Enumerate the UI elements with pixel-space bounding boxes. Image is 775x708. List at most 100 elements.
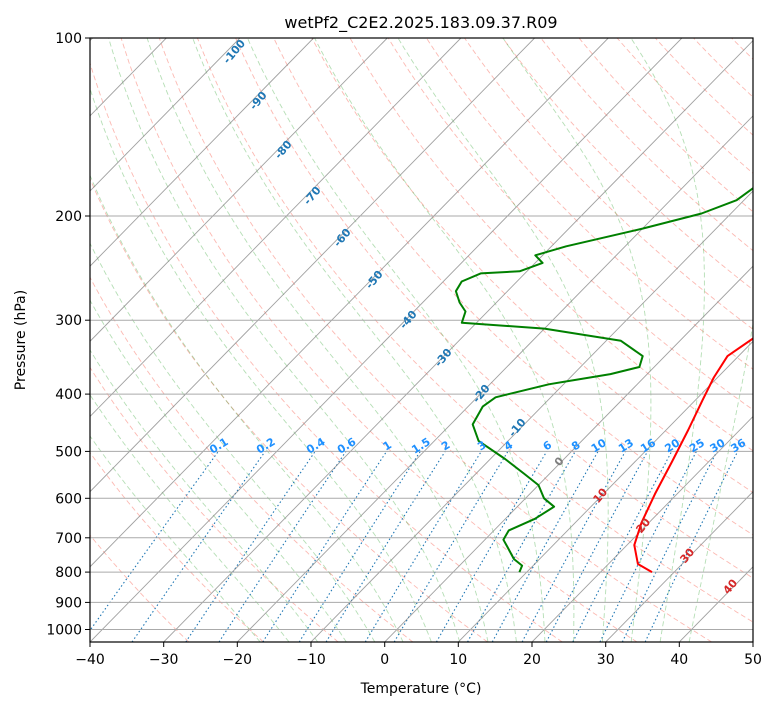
mixing-ratio-label: 13	[616, 436, 636, 455]
dry-adiabat-line	[502, 38, 753, 291]
temperature-profile-line	[633, 337, 753, 573]
mixing-ratio-line	[262, 451, 388, 642]
dry-adiabat-line	[90, 276, 414, 642]
isotherm-line	[236, 115, 753, 642]
plot-area: 0.1 0.2 0.4 0.6 1 1.5 2 3 4 6 8 10 13 16 20 25 30 36-100-…	[90, 38, 775, 642]
dry-adiabat-line	[464, 38, 753, 330]
dry-adiabat-line	[90, 534, 190, 642]
mixing-ratio-label: 10	[589, 436, 609, 455]
dry-adiabat-line	[387, 38, 753, 411]
moist-adiabat-line	[630, 38, 705, 642]
moist-adiabat-line	[247, 38, 546, 642]
isotherms	[90, 38, 753, 642]
isotherm-line	[90, 38, 314, 267]
moist-adiabat-line	[90, 394, 290, 642]
x-axis: −40 −30 −20 −10 0 10 20 30 40 50	[75, 642, 762, 668]
y-tick-label: 200	[55, 209, 82, 225]
isotherm-line	[90, 38, 241, 192]
dry-adiabat-line	[693, 38, 753, 98]
x-tick-label: 20	[523, 652, 541, 668]
dry-adiabat-label: -70	[301, 184, 324, 208]
moist-adiabat-line	[314, 38, 575, 642]
dry-adiabat-label: 30	[677, 545, 697, 565]
moist-adiabat-line	[108, 38, 461, 642]
mixing-ratio-line	[218, 451, 347, 642]
dry-adiabat-label: 20	[633, 515, 653, 535]
x-tick-label: −40	[75, 652, 105, 668]
x-tick-label: 50	[744, 652, 762, 668]
y-tick-label: 1000	[46, 623, 82, 639]
isotherm-line	[310, 190, 753, 642]
y-tick-label: 300	[55, 313, 82, 329]
mixing-ratio-line	[364, 451, 482, 642]
moist-adiabat-line	[90, 299, 347, 642]
mixing-ratio-label: 0.1	[207, 435, 230, 456]
isobars	[90, 38, 753, 630]
mixing-ratio-line	[644, 451, 739, 642]
mixing-ratio-line	[621, 451, 718, 642]
isotherm-line	[457, 340, 753, 642]
dry-adiabat-line	[90, 61, 563, 642]
moist-adiabats	[90, 38, 753, 642]
chart-title: wetPf2_C2E2.2025.183.09.37.R09	[284, 13, 557, 33]
mixing-ratio-lines	[90, 451, 739, 642]
dry-adiabat-line	[196, 38, 753, 623]
y-tick-label: 400	[55, 387, 82, 403]
dry-adiabat-line	[770, 38, 775, 642]
y-tick-label: 900	[55, 595, 82, 611]
x-axis-label: Temperature (°C)	[360, 681, 482, 697]
y-axis-label: Pressure (hPa)	[13, 290, 29, 390]
moist-adiabat-line	[90, 435, 261, 642]
isotherm-line	[163, 40, 753, 642]
moist-adiabat-line	[192, 38, 517, 642]
moist-adiabat-line	[90, 349, 319, 642]
dewpoint-profile-line	[454, 187, 753, 573]
mixing-ratio-line	[90, 451, 219, 632]
mixing-ratio-line	[599, 451, 697, 642]
isotherm-line	[384, 265, 753, 642]
x-tick-label: −30	[149, 652, 179, 668]
isotherm-line	[90, 38, 609, 568]
moist-adiabat-line	[502, 38, 652, 642]
dry-adiabat-label: -10	[506, 416, 529, 440]
dry-adiabat-label: -60	[331, 226, 354, 250]
mixing-ratio-label: 0.2	[254, 435, 277, 456]
isotherm-line	[90, 38, 535, 493]
dry-adiabat-line	[120, 38, 638, 642]
mixing-ratio-label: 20	[662, 436, 682, 455]
moist-adiabat-line	[688, 321, 753, 642]
dry-adiabat-label: -40	[397, 308, 420, 332]
x-tick-label: 10	[449, 652, 467, 668]
dry-adiabat-label: 40	[720, 576, 740, 596]
mixing-ratio-line	[467, 451, 576, 642]
isotherm-line	[752, 641, 753, 642]
mixing-ratio-label: 0.6	[335, 435, 359, 457]
x-tick-label: 30	[597, 652, 615, 668]
adiabat-labels: 0.1 0.2 0.4 0.6 1 1.5 2 3 4 6 8 10 13 16 20 25 30 36-100-…	[207, 38, 748, 597]
dry-adiabat-line	[235, 38, 753, 579]
dry-adiabat-line	[273, 38, 753, 536]
sounding-profiles	[454, 187, 753, 573]
x-tick-label: 0	[380, 652, 389, 668]
isotherm-line	[90, 38, 462, 418]
dry-adiabat-label: -30	[432, 346, 455, 370]
plot-frame	[89, 37, 754, 643]
y-tick-label: 500	[55, 444, 82, 460]
moist-adiabat-line	[90, 242, 376, 642]
mixing-ratio-line	[298, 451, 421, 642]
mixing-ratio-line	[572, 451, 673, 642]
mixing-ratio-label: 30	[708, 436, 728, 455]
dry-adiabat-label: -50	[363, 268, 386, 292]
mixing-ratio-line	[435, 451, 548, 642]
dry-adiabat-label: 0	[552, 454, 567, 468]
dry-adiabat-label: -90	[247, 89, 270, 113]
dry-adiabat-line	[426, 38, 753, 370]
dry-adiabats	[90, 38, 775, 642]
isotherm-line	[605, 491, 753, 642]
y-tick-label: 100	[55, 31, 82, 47]
mixing-ratio-label: 1.5	[409, 435, 432, 456]
dry-adiabat-line	[90, 366, 339, 642]
dry-adiabat-line	[349, 38, 753, 452]
dry-adiabat-line	[311, 38, 753, 494]
